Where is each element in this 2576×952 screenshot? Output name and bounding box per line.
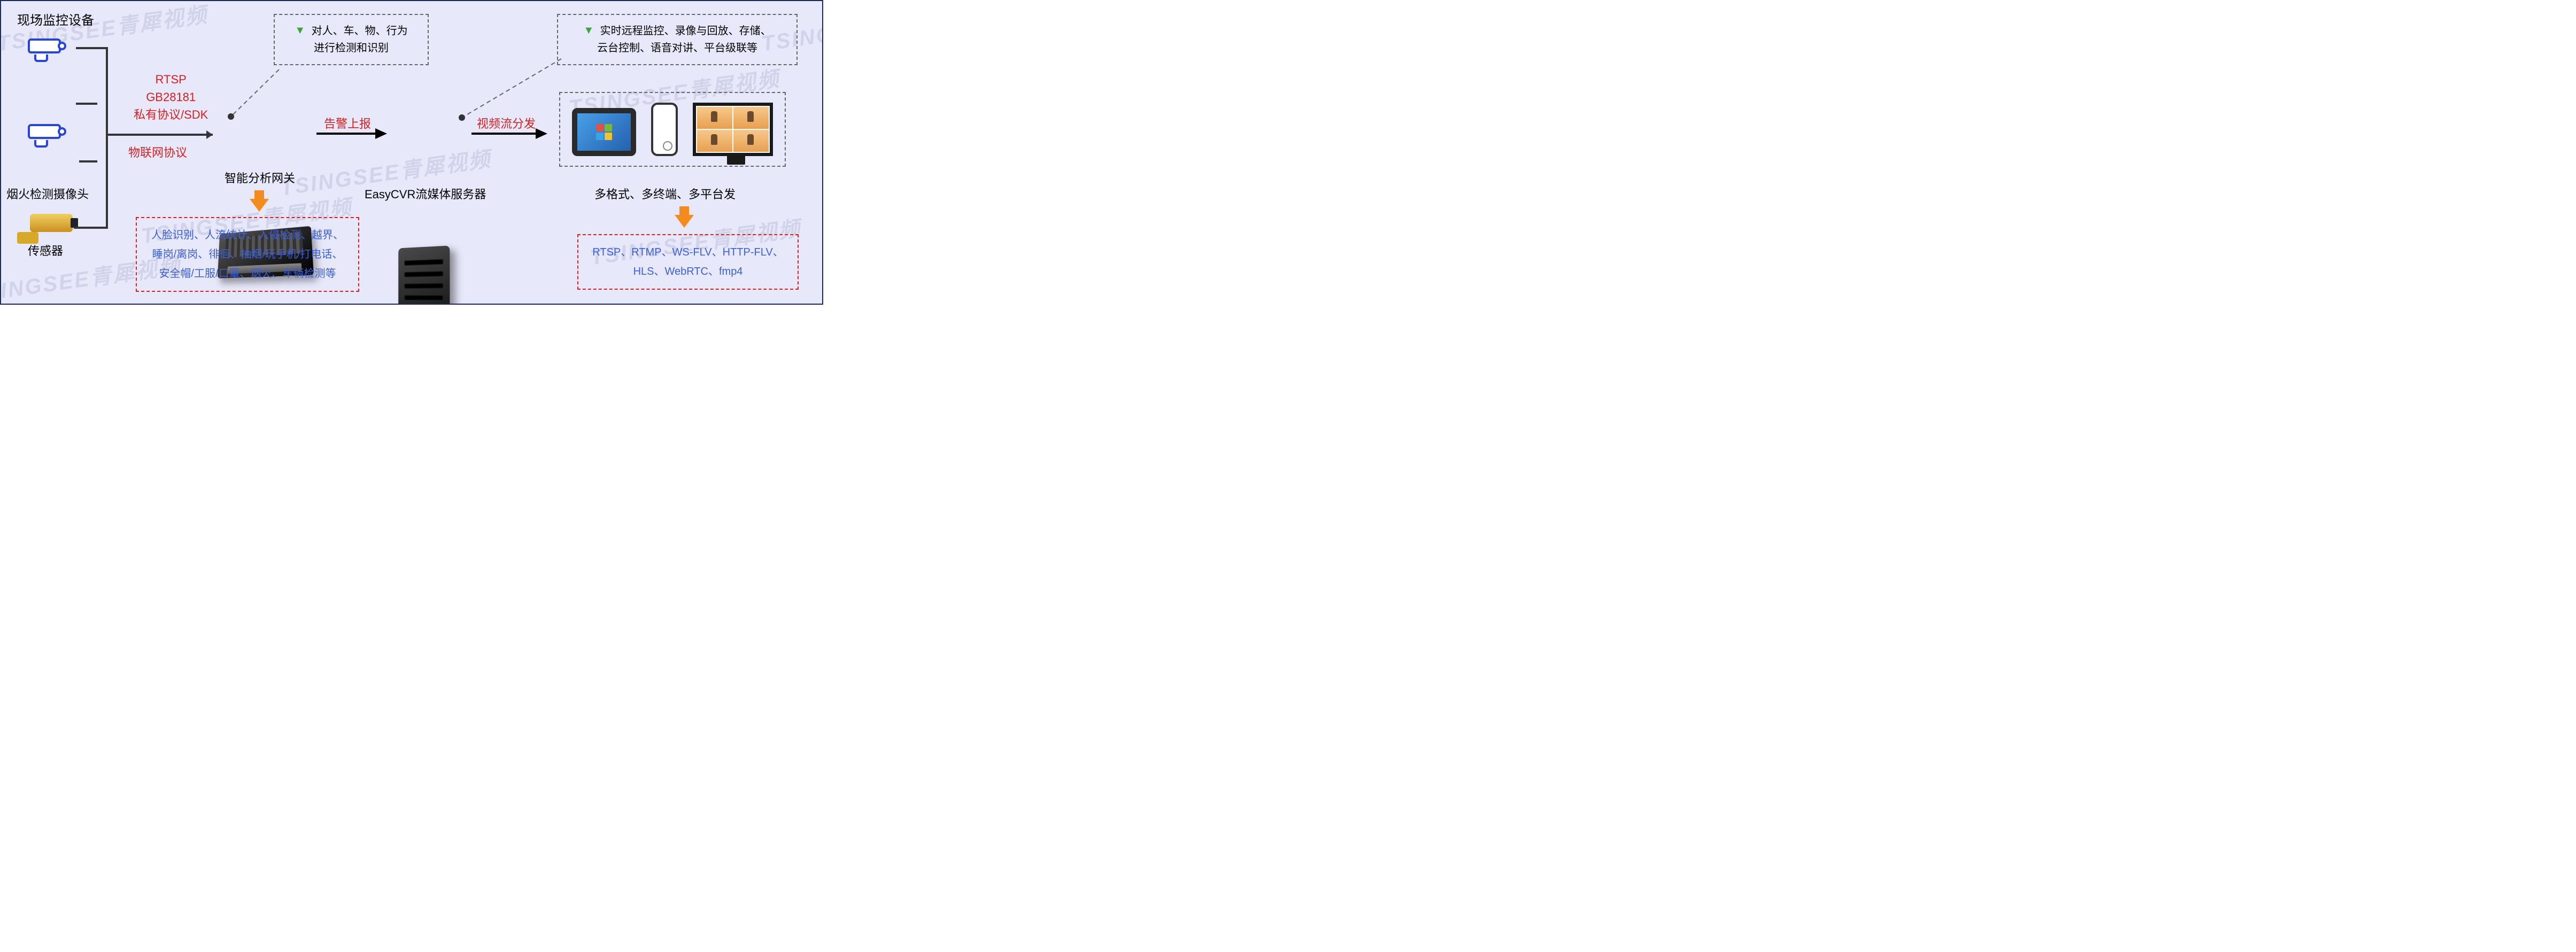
triangle-icon: ▼: [295, 22, 305, 39]
down-arrow-icon: [250, 199, 269, 214]
callout-features: ▼ 实时远程监控、录像与回放、存储、 云台控制、语音对讲、平台级联等: [557, 14, 798, 65]
protocol-bottom: 物联网协议: [128, 143, 187, 160]
protocol-top: RTSP GB28181 私有协议/SDK: [134, 71, 208, 123]
callout-line: 进行检测和识别: [314, 42, 389, 54]
tablet-icon: [572, 108, 636, 156]
feature-line: 睡岗/离岗、徘徊、抽烟/玩手机/打电话、: [146, 245, 349, 264]
triangle-icon: ▼: [583, 22, 594, 39]
clients-label: 多格式、多终端、多平台发: [594, 185, 736, 202]
server-label: EasyCVR流媒体服务器: [365, 185, 486, 202]
protocols-box: RTSP、RTMP、WS-FLV、HTTP-FLV、 HLS、WebRTC、fm…: [577, 234, 799, 290]
sensor-label: 传感器: [28, 242, 63, 259]
callout-line: 对人、车、物、行为: [312, 25, 408, 37]
monitor-icon: [693, 103, 773, 156]
gateway-label: 智能分析网关: [225, 169, 295, 186]
arrow-label-alarm: 告警上报: [324, 114, 371, 131]
features-box: 人脸识别、人流统计、入侵检测、越界、 睡岗/离岗、徘徊、抽烟/玩手机/打电话、 …: [136, 217, 359, 292]
protocol-line: RTSP: [134, 71, 208, 88]
protocol-out-line: HLS、WebRTC、fmp4: [588, 262, 788, 281]
callout-line: 实时远程监控、录像与回放、存储、: [600, 25, 771, 37]
fire-camera-icon: [17, 208, 76, 246]
diagram-canvas: TSINGSEE青犀视频 TSINGSEE青犀视频 TSINGSEE青犀视频 T…: [0, 0, 823, 305]
callout-line: 云台控制、语音对讲、平台级联等: [597, 42, 757, 54]
device-bracket: [97, 47, 108, 229]
feature-line: 人脸识别、人流统计、入侵检测、越界、: [146, 226, 349, 245]
fire-camera-label: 烟火检测摄像头: [6, 185, 89, 202]
arrow-label-stream: 视频流分发: [477, 114, 536, 131]
phone-icon: [651, 103, 678, 156]
feature-line: 安全帽/工服/口罩、烟火、车辆检测等: [146, 264, 349, 283]
server-device: [398, 245, 450, 305]
protocol-out-line: RTSP、RTMP、WS-FLV、HTTP-FLV、: [588, 243, 788, 262]
client-devices-group: [559, 92, 786, 167]
protocol-line: GB28181: [134, 88, 208, 106]
camera-icon: [22, 33, 71, 65]
down-arrow-icon: [675, 215, 694, 230]
callout-detection: ▼ 对人、车、物、行为 进行检测和识别: [274, 14, 429, 65]
protocol-line: 私有协议/SDK: [134, 106, 208, 123]
camera-icon: [22, 119, 71, 151]
devices-title: 现场监控设备: [17, 10, 94, 28]
